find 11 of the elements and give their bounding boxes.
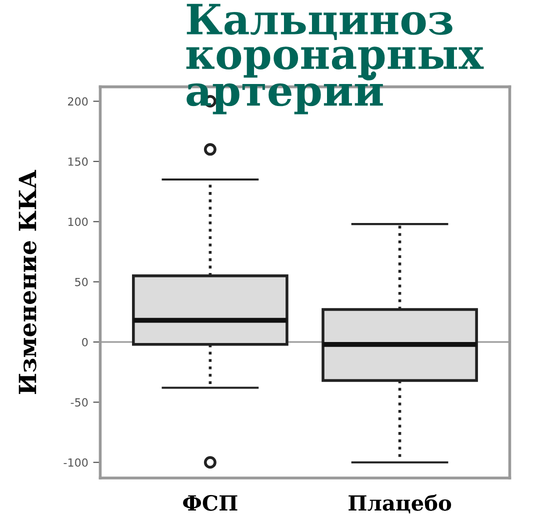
y-tick-label: 150 xyxy=(68,157,88,166)
y-axis-title: Изменение ККА xyxy=(18,170,36,394)
x-tick-label: ФСП xyxy=(183,495,238,511)
y-tick-label: -100 xyxy=(64,458,88,467)
y-tick-label: -50 xyxy=(70,398,88,407)
y-tick-label: 50 xyxy=(75,278,88,286)
y-tick-label: 100 xyxy=(68,218,88,226)
y-tick-label: 0 xyxy=(82,338,88,346)
x-tick-label: Плацебо xyxy=(348,494,452,514)
chart-title: Кальциноз коронарных артерий xyxy=(186,4,484,114)
y-tick-label: 200 xyxy=(68,97,88,106)
